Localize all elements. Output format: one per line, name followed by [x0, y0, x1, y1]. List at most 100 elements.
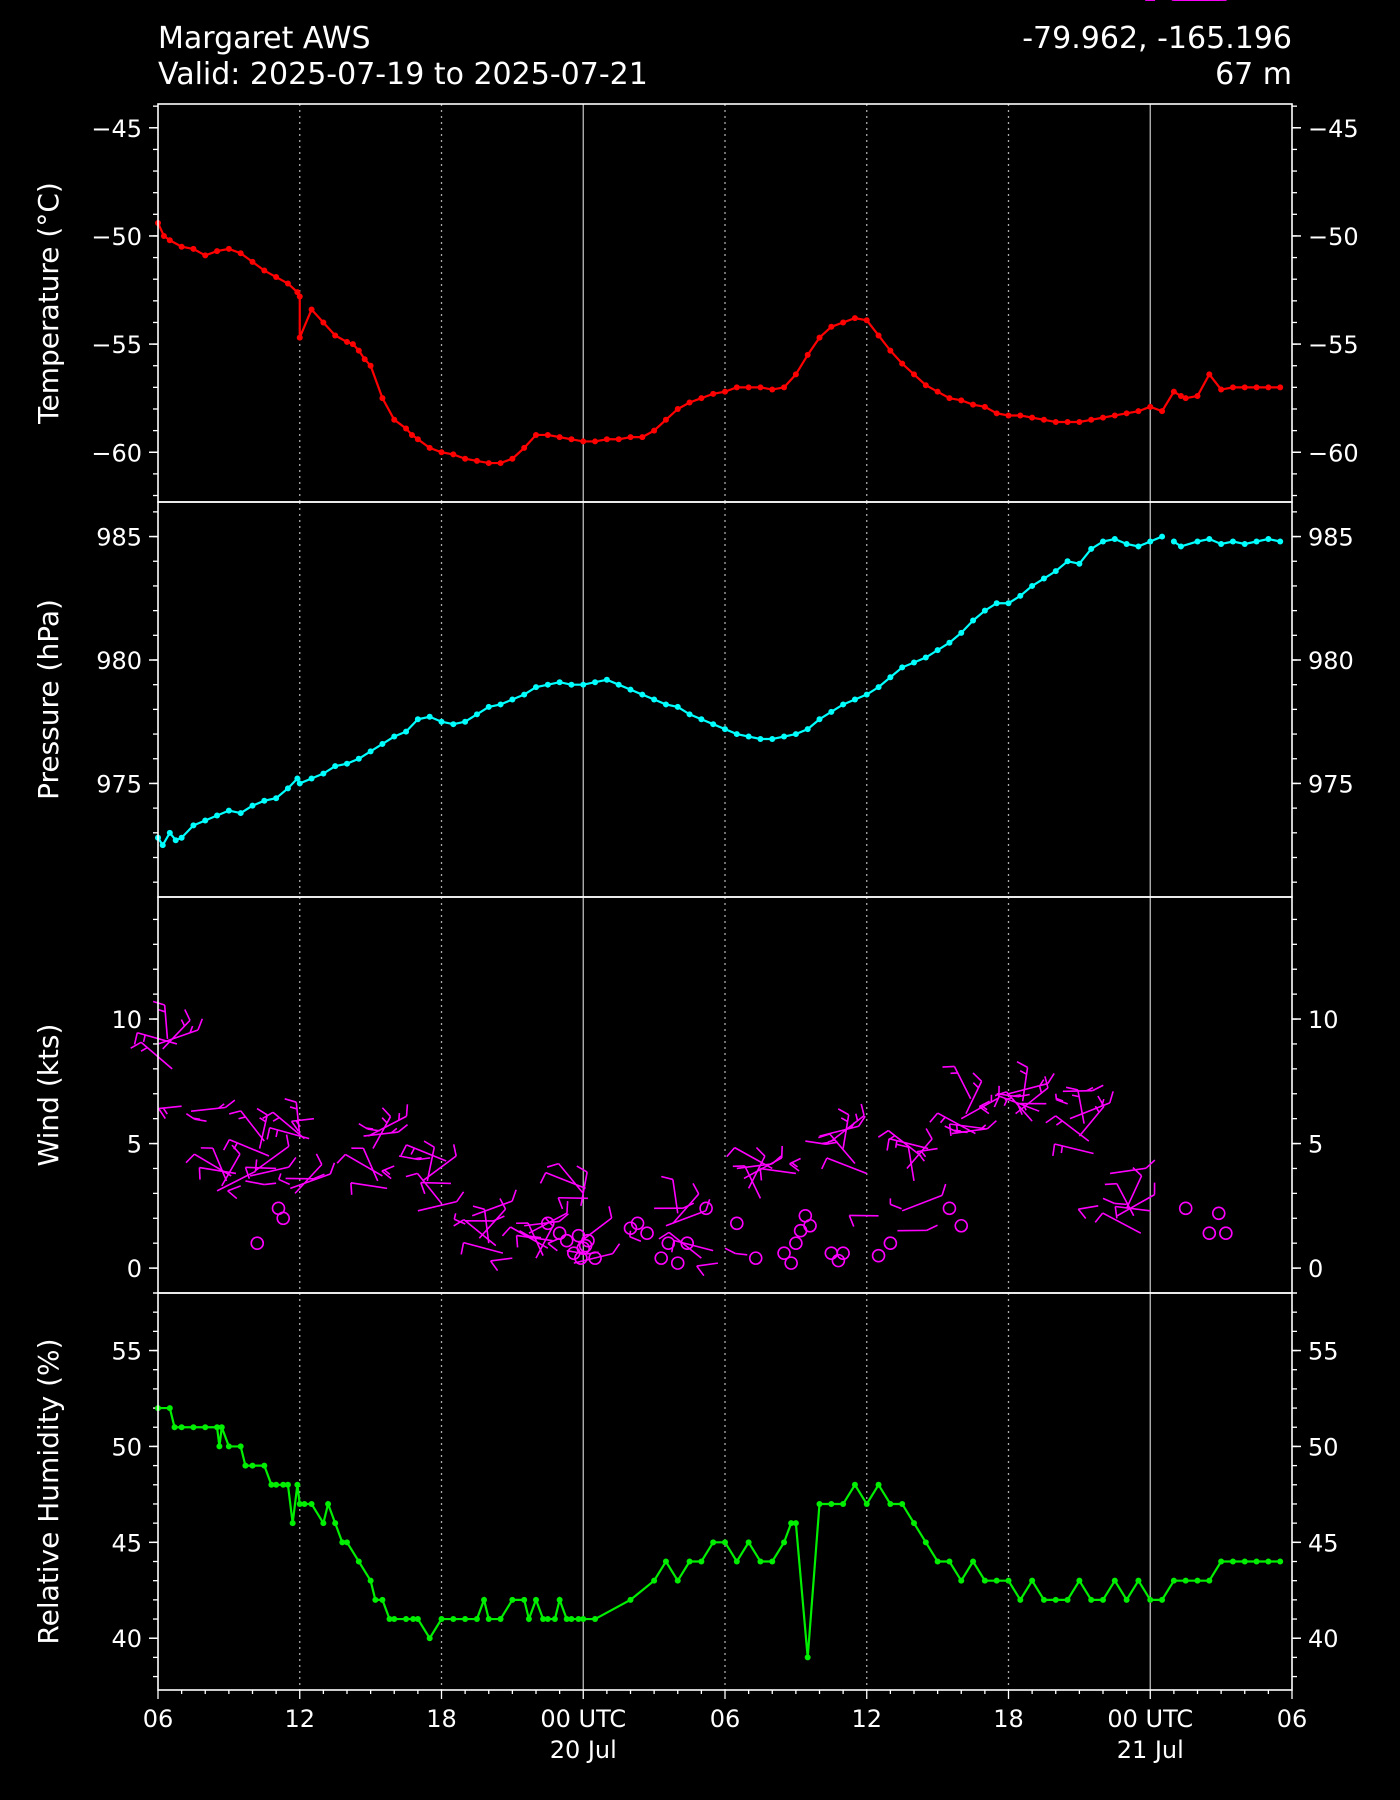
calm-wind-marker — [640, 1226, 654, 1241]
data-point — [218, 1424, 225, 1431]
data-point — [946, 1558, 953, 1565]
wind-barb-shaft — [254, 1145, 290, 1172]
data-point — [1147, 403, 1154, 410]
data-point — [1123, 540, 1130, 547]
y-tick-label: 45 — [111, 1529, 142, 1557]
wind-barb-flag — [696, 1265, 705, 1277]
wind-barb-flag — [133, 1032, 139, 1045]
wind-barb — [256, 1107, 269, 1149]
wind-barb — [423, 1140, 436, 1182]
data-point — [639, 434, 646, 441]
data-point — [1182, 395, 1189, 402]
calm-wind-marker — [576, 1241, 591, 1255]
wind-barb — [1109, 1159, 1156, 1175]
data-point — [603, 676, 610, 683]
data-point — [757, 736, 764, 742]
wind-barb-flag — [544, 1216, 554, 1227]
wind-barb-flag — [558, 1213, 569, 1223]
data-point — [426, 1635, 433, 1642]
data-point — [1182, 1577, 1189, 1584]
wind-barb — [227, 1185, 241, 1200]
data-point — [540, 1616, 547, 1623]
wind-barb — [367, 1104, 409, 1137]
wind-barb-shaft — [747, 1155, 766, 1189]
panel-frame — [157, 501, 1293, 898]
wind-barb-flag — [658, 1231, 670, 1240]
data-point — [603, 436, 610, 443]
wind-barb-shaft — [490, 1257, 513, 1262]
wind-barb-flag — [262, 1111, 274, 1120]
data-point — [438, 718, 445, 725]
data-point — [781, 733, 788, 740]
data-point — [450, 1616, 457, 1623]
data-point — [851, 696, 858, 703]
wind-barb-flag — [130, 1041, 142, 1049]
data-point — [698, 716, 705, 723]
data-point — [1029, 414, 1036, 421]
series-line — [158, 1406, 1281, 1658]
wind-barb-shaft — [1077, 1089, 1085, 1124]
data-point — [1277, 384, 1284, 391]
data-point — [320, 319, 327, 326]
data-point — [710, 721, 717, 728]
wind-barb-flag — [547, 1242, 558, 1252]
data-point — [804, 351, 811, 358]
data-point — [981, 1577, 988, 1584]
data-point — [386, 1616, 393, 1623]
data-point — [172, 837, 179, 844]
data-point — [525, 1616, 532, 1623]
data-point — [497, 1616, 504, 1623]
wind-barb-flag — [414, 1157, 422, 1160]
wind-barb-flag — [420, 1182, 426, 1195]
data-point — [946, 395, 953, 402]
data-point — [1253, 384, 1260, 391]
wind-barb — [133, 1031, 178, 1045]
data-point — [214, 1424, 221, 1431]
wind-barb — [228, 1110, 265, 1142]
wind-barb-shaft — [245, 1166, 277, 1170]
wind-barb — [546, 1162, 584, 1194]
wind-barb — [198, 1166, 237, 1180]
calm-wind-marker — [581, 1233, 595, 1248]
wind-barb-flag — [972, 1072, 983, 1082]
data-point — [828, 323, 835, 330]
wind-barb-shaft — [829, 1133, 856, 1165]
wind-barb-flag — [228, 1110, 242, 1115]
data-point — [202, 817, 209, 824]
wind-barb — [830, 1103, 865, 1142]
wind-barb-flag — [566, 1201, 569, 1214]
wind-barb-flag — [941, 1183, 947, 1196]
data-point — [1241, 540, 1248, 547]
wind-barb-flag — [1047, 1072, 1055, 1084]
wind-barb-flag — [381, 1107, 392, 1118]
data-point — [361, 356, 368, 363]
data-point — [249, 258, 256, 265]
wind-barb — [1052, 1143, 1094, 1157]
wind-barb-flag — [735, 1252, 748, 1256]
wind-barb-flag — [1045, 1115, 1057, 1124]
data-point — [627, 434, 634, 441]
data-point — [958, 629, 965, 636]
data-point — [993, 410, 1000, 417]
data-point — [804, 726, 811, 733]
wind-barb — [254, 1134, 290, 1172]
y-tick-label-right: 45 — [1308, 1529, 1339, 1557]
data-point — [544, 431, 551, 438]
wind-barb-shaft — [294, 1163, 323, 1194]
wind-barb-shaft — [137, 1031, 178, 1045]
data-point — [296, 334, 303, 341]
data-point — [981, 607, 988, 614]
wind-barb — [658, 1231, 702, 1259]
wind-barb-shaft — [696, 1262, 719, 1267]
data-point — [722, 726, 728, 733]
data-point — [159, 842, 166, 849]
wind-barb — [665, 1199, 711, 1227]
data-point — [710, 1539, 717, 1546]
data-point — [544, 1616, 551, 1623]
wind-barb-flag — [244, 1167, 251, 1179]
wind-barb-shaft — [1125, 1175, 1143, 1209]
wind-barb-shaft — [381, 1165, 395, 1172]
wind-barb-flag — [955, 1124, 959, 1133]
data-point — [662, 416, 669, 423]
